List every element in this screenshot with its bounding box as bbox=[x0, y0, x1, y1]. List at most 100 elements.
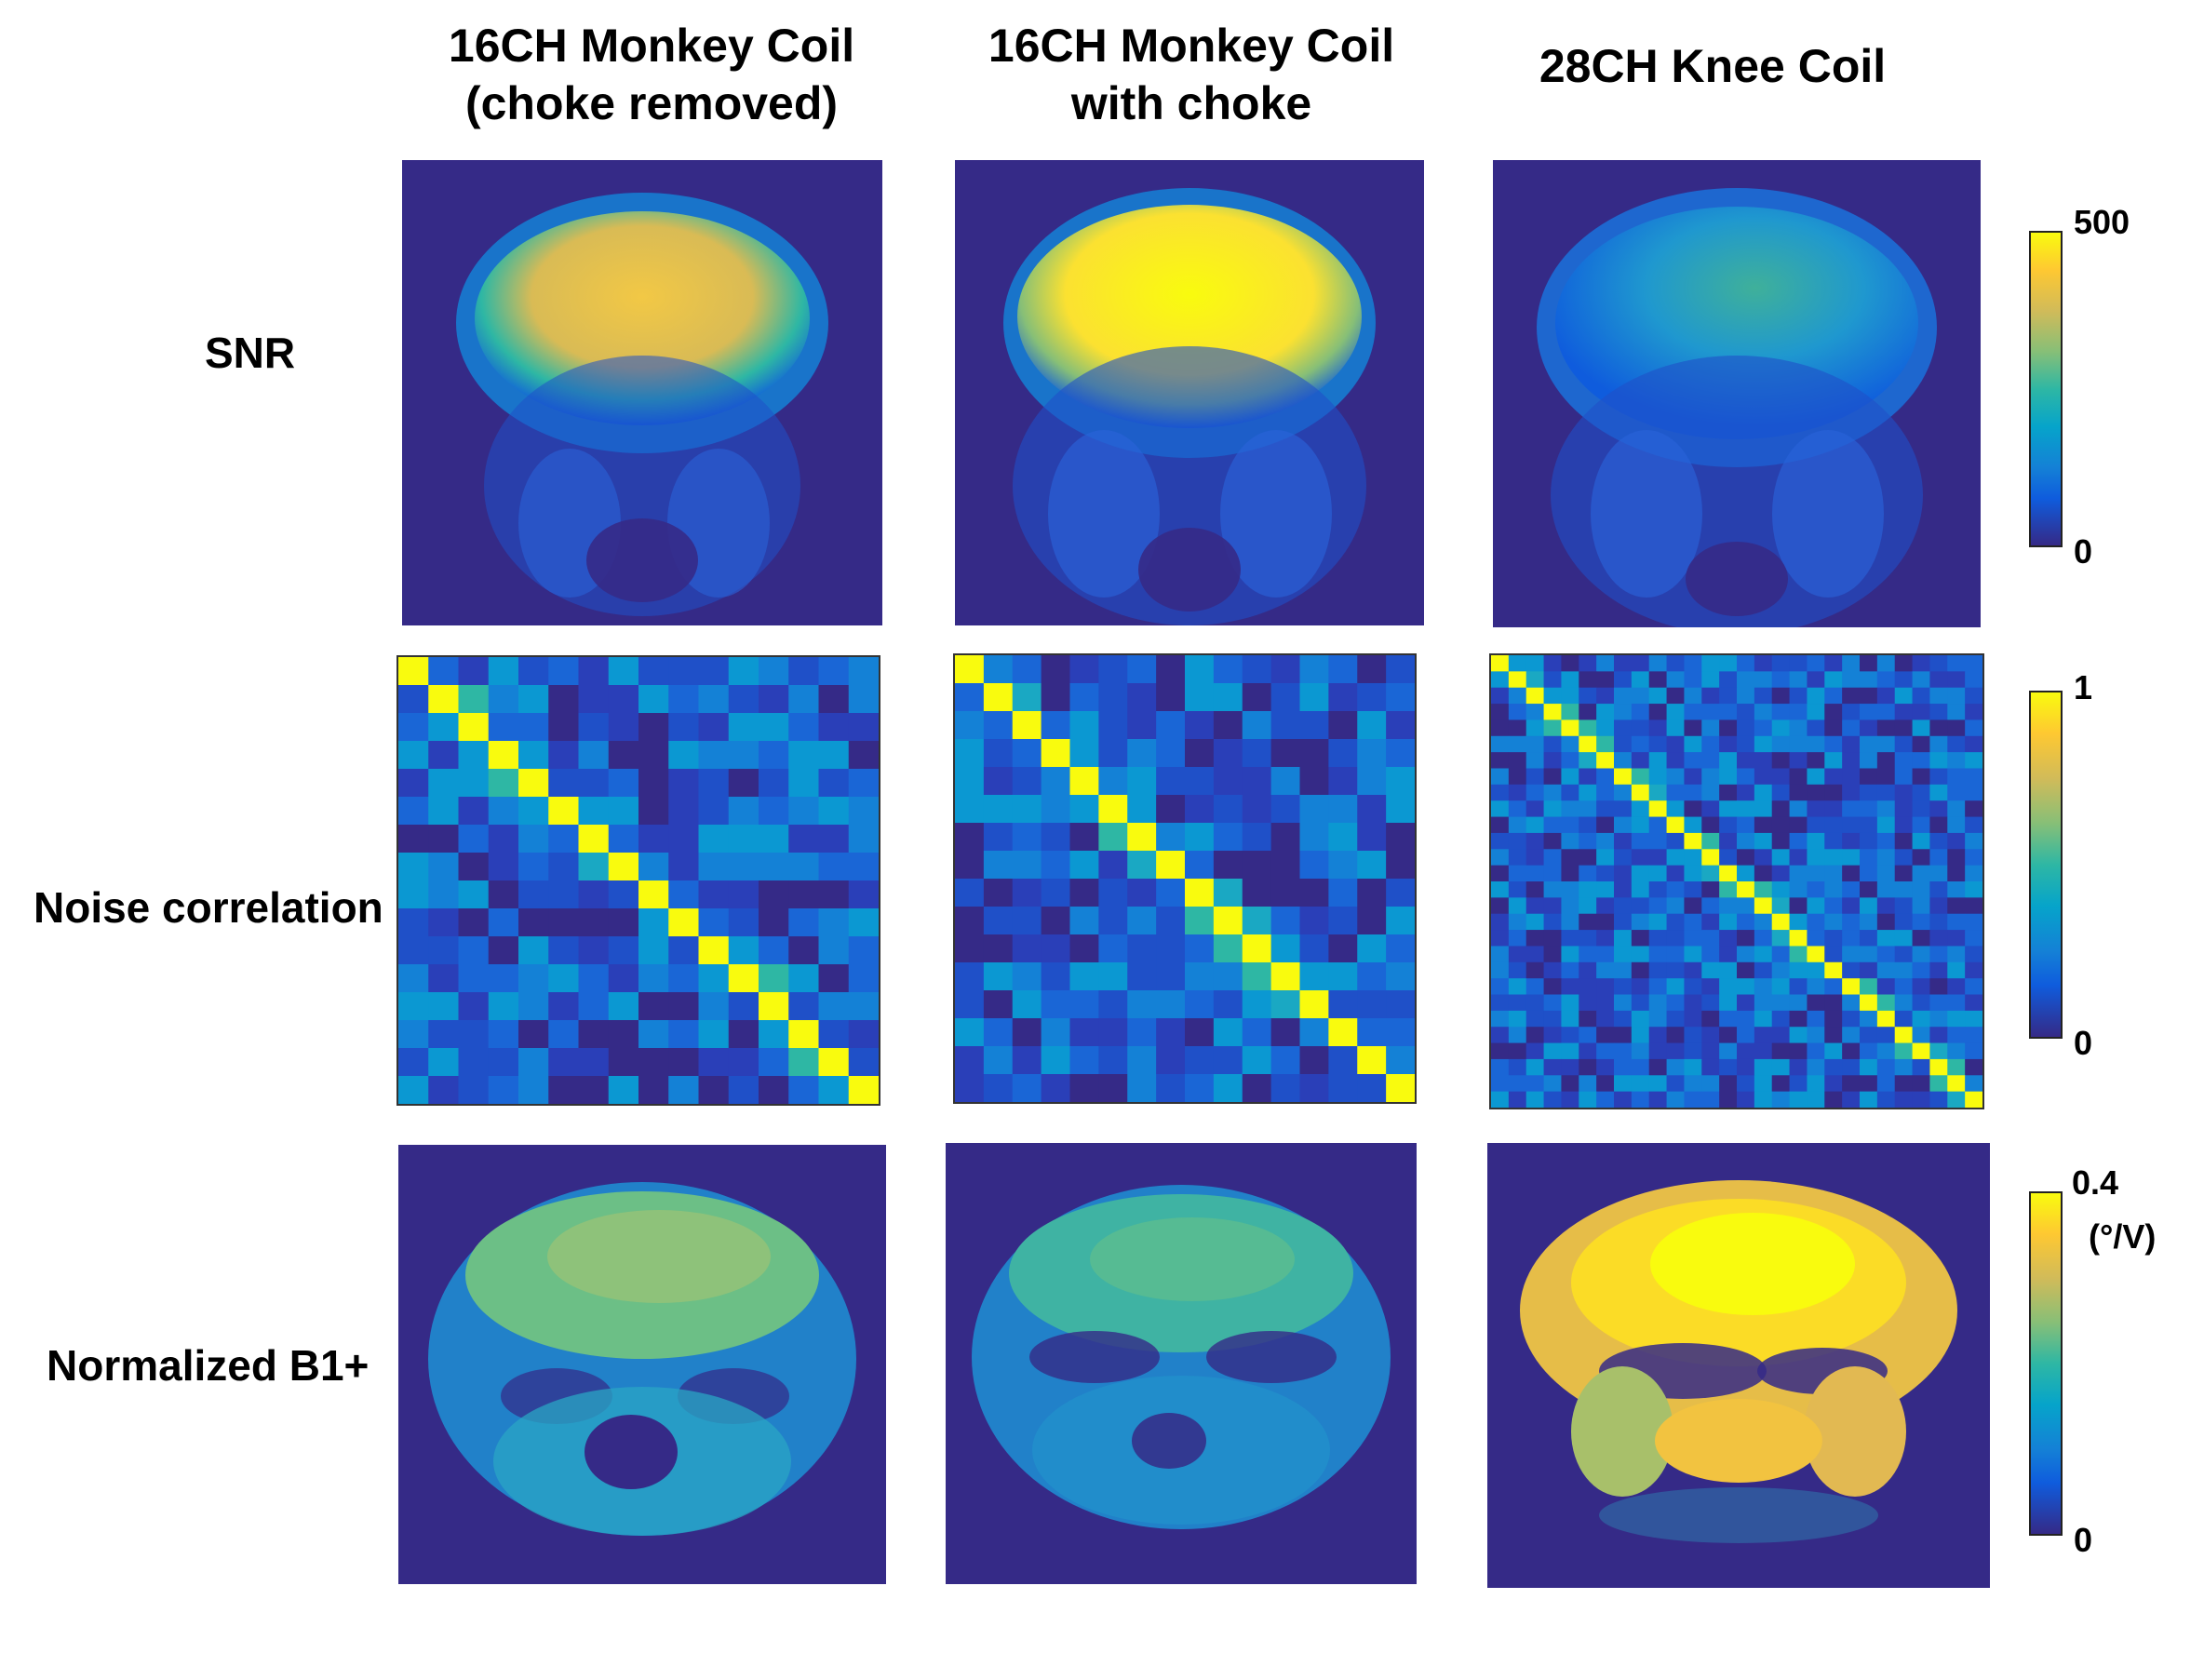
matrix-cell bbox=[428, 1076, 460, 1104]
matrix-cell bbox=[1754, 768, 1773, 786]
matrix-cell bbox=[1357, 934, 1387, 963]
matrix-cell bbox=[698, 741, 730, 770]
matrix-cell bbox=[1807, 655, 1825, 672]
matrix-cell bbox=[1965, 704, 1982, 720]
matrix-cell bbox=[728, 964, 759, 993]
matrix-cell bbox=[1299, 767, 1329, 796]
matrix-cell bbox=[1491, 1075, 1510, 1092]
matrix-cell bbox=[1666, 816, 1685, 834]
matrix-cell bbox=[1929, 719, 1948, 737]
matrix-cell bbox=[1213, 1046, 1243, 1075]
matrix-cell bbox=[1666, 1010, 1685, 1028]
matrix-cell bbox=[1041, 739, 1071, 768]
matrix-cell bbox=[1860, 1027, 1878, 1043]
matrix-cell bbox=[1929, 752, 1948, 769]
matrix-cell bbox=[1860, 865, 1878, 882]
matrix-cell bbox=[1807, 800, 1825, 817]
matrix-cell bbox=[1842, 655, 1861, 672]
matrix-cell bbox=[1754, 655, 1773, 672]
matrix-cell bbox=[608, 741, 639, 770]
matrix-cell bbox=[488, 1020, 519, 1049]
matrix-cell bbox=[518, 964, 549, 993]
matrix-cell bbox=[1947, 946, 1966, 963]
matrix-cell bbox=[1912, 768, 1930, 786]
matrix-cell bbox=[1328, 962, 1358, 991]
matrix-cell bbox=[1824, 704, 1843, 720]
matrix-cell bbox=[1719, 1027, 1738, 1043]
matrix-cell bbox=[1614, 1027, 1633, 1043]
matrix-cell bbox=[1648, 832, 1667, 850]
matrix-cell bbox=[1357, 990, 1387, 1019]
matrix-cell bbox=[1876, 784, 1896, 801]
matrix-cell bbox=[488, 853, 519, 881]
matrix-cell bbox=[1860, 849, 1878, 866]
matrix-cell bbox=[1666, 961, 1685, 979]
matrix-cell bbox=[1807, 930, 1825, 947]
matrix-cell bbox=[638, 825, 669, 853]
matrix-cell bbox=[1894, 768, 1913, 786]
matrix-cell bbox=[1508, 1042, 1527, 1060]
matrix-cell bbox=[638, 1076, 669, 1104]
matrix-cell bbox=[1807, 784, 1825, 801]
matrix-cell bbox=[1012, 739, 1042, 768]
matrix-cell bbox=[1185, 739, 1215, 768]
matrix-cell bbox=[1876, 719, 1896, 737]
matrix-cell bbox=[1386, 767, 1415, 796]
matrix-cell bbox=[1947, 1010, 1966, 1028]
matrix-cell bbox=[1771, 655, 1790, 672]
matrix-cell bbox=[1771, 832, 1790, 850]
matrix-cell bbox=[1719, 881, 1738, 898]
matrix-cell bbox=[638, 880, 669, 909]
matrix-cell bbox=[398, 685, 429, 714]
matrix-cell bbox=[578, 936, 610, 965]
matrix-cell bbox=[1648, 897, 1667, 915]
matrix-cell bbox=[1185, 823, 1215, 852]
matrix-cell bbox=[1614, 768, 1633, 786]
matrix-cell bbox=[608, 825, 639, 853]
matrix-cell bbox=[1631, 800, 1650, 817]
matrix-cell bbox=[1912, 1091, 1930, 1108]
matrix-cell bbox=[1894, 1075, 1913, 1092]
noise-colorbar-min: 0 bbox=[2074, 1024, 2093, 1062]
matrix-cell bbox=[1012, 1074, 1042, 1102]
matrix-cell bbox=[1156, 879, 1186, 907]
matrix-cell bbox=[1069, 1046, 1099, 1075]
matrix-cell bbox=[1213, 879, 1243, 907]
matrix-cell bbox=[1508, 881, 1527, 898]
matrix-cell bbox=[1561, 913, 1579, 931]
matrix-cell bbox=[1929, 994, 1948, 1012]
matrix-cell bbox=[788, 964, 820, 993]
matrix-cell bbox=[668, 797, 700, 826]
matrix-cell bbox=[1012, 711, 1042, 740]
matrix-cell bbox=[548, 769, 580, 798]
matrix-cell bbox=[638, 1020, 669, 1049]
matrix-cell bbox=[1754, 978, 1773, 995]
matrix-cell bbox=[668, 992, 700, 1021]
matrix-cell bbox=[1737, 704, 1755, 720]
matrix-cell bbox=[1508, 832, 1527, 850]
matrix-cell bbox=[1127, 990, 1157, 1019]
matrix-cell bbox=[788, 797, 820, 826]
matrix-cell bbox=[1631, 784, 1650, 801]
matrix-cell bbox=[1754, 1042, 1773, 1060]
column-title-1-line2: (choke removed) bbox=[464, 77, 839, 129]
matrix-cell bbox=[488, 685, 519, 714]
matrix-cell bbox=[1754, 994, 1773, 1012]
matrix-cell bbox=[1947, 1042, 1966, 1060]
matrix-cell bbox=[1596, 735, 1615, 753]
matrix-cell bbox=[608, 853, 639, 881]
matrix-cell bbox=[1596, 849, 1615, 866]
matrix-cell bbox=[1789, 671, 1808, 689]
matrix-cell bbox=[983, 711, 1014, 740]
matrix-cell bbox=[1876, 832, 1896, 850]
matrix-cell bbox=[818, 936, 850, 965]
matrix-cell bbox=[1754, 784, 1773, 801]
matrix-cell bbox=[1789, 849, 1808, 866]
matrix-cell bbox=[983, 990, 1014, 1019]
b1-colorbar-min: 0 bbox=[2074, 1521, 2093, 1559]
matrix-cell bbox=[548, 1076, 580, 1104]
matrix-cell bbox=[1213, 655, 1243, 684]
matrix-cell bbox=[1614, 735, 1633, 753]
matrix-cell bbox=[1824, 913, 1843, 931]
matrix-cell bbox=[1098, 739, 1128, 768]
